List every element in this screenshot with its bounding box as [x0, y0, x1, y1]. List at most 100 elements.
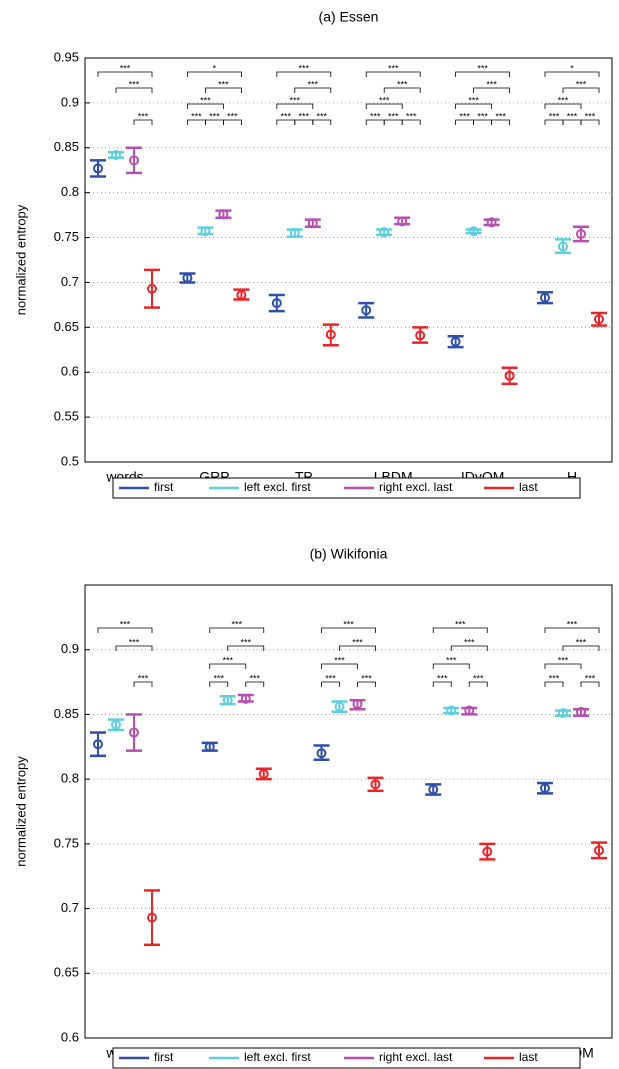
- significance-bracket: [245, 681, 265, 687]
- significance-label: ***: [406, 111, 417, 121]
- mean-marker: [379, 227, 390, 238]
- error-bar: [591, 841, 607, 860]
- significance-label: ***: [464, 637, 475, 647]
- significance-label: ***: [468, 95, 479, 105]
- mean-marker: [558, 241, 568, 252]
- mean-marker: [352, 699, 363, 710]
- significance-label: ***: [227, 111, 238, 121]
- significance-bracket: [357, 681, 376, 687]
- error-bar: [555, 709, 571, 717]
- y-tick-label: 0.75: [54, 835, 79, 850]
- significance-bracket: [544, 663, 582, 669]
- significance-bracket: [544, 103, 582, 109]
- mean-marker: [204, 741, 215, 752]
- mean-marker: [361, 305, 372, 316]
- significance-bracket: [223, 119, 242, 125]
- mean-marker: [540, 292, 550, 303]
- y-tick-label: 0.7: [61, 274, 79, 289]
- significance-bracket: [455, 71, 510, 77]
- y-tick-label: 0.55: [54, 409, 79, 424]
- significance-label: ***: [222, 655, 233, 665]
- significance-label: ***: [459, 111, 470, 121]
- mean-marker: [182, 272, 193, 283]
- significance-label: ***: [370, 111, 381, 121]
- mean-marker: [129, 155, 139, 166]
- significance-label: ***: [213, 673, 224, 683]
- error-bar: [144, 268, 160, 309]
- error-bar: [358, 301, 375, 319]
- significance-label: ***: [495, 111, 506, 121]
- significance-label: ***: [290, 95, 301, 105]
- y-tick-label: 0.9: [61, 94, 79, 109]
- error-bar: [394, 216, 411, 226]
- error-bar: [304, 218, 321, 229]
- y-axis-label: normalized entropy: [13, 756, 28, 867]
- significance-bracket: [133, 119, 153, 125]
- mean-marker: [93, 163, 103, 174]
- significance-bracket: [187, 71, 242, 77]
- significance-label: ***: [486, 79, 497, 89]
- significance-bracket: [450, 645, 488, 651]
- y-tick-label: 0.9: [61, 641, 79, 656]
- mean-marker: [316, 748, 327, 759]
- significance-bracket: [562, 645, 600, 651]
- mean-marker: [415, 330, 426, 341]
- x-tick-label: H: [567, 469, 577, 485]
- mean-marker: [370, 779, 381, 790]
- significance-bracket: [580, 119, 600, 125]
- mean-marker: [147, 283, 157, 294]
- error-bar: [144, 889, 160, 947]
- significance-bracket: [133, 681, 153, 687]
- significance-bracket: [432, 681, 452, 687]
- mean-marker: [111, 719, 121, 730]
- y-tick-label: 0.95: [54, 49, 79, 64]
- error-bar: [483, 218, 500, 227]
- significance-label: ***: [576, 79, 587, 89]
- y-tick-label: 0.75: [54, 229, 79, 244]
- legend-label: first: [154, 1050, 174, 1064]
- mean-marker: [446, 705, 457, 716]
- significance-bracket: [97, 71, 153, 77]
- significance-label: ***: [200, 95, 211, 105]
- significance-label: ***: [567, 619, 578, 629]
- error-bar: [268, 293, 285, 313]
- mean-marker: [289, 228, 300, 239]
- legend-label: left excl. first: [244, 480, 311, 494]
- significance-bracket: [321, 663, 358, 669]
- significance-bracket: [321, 681, 340, 687]
- error-bar: [126, 713, 142, 752]
- significance-bracket: [115, 87, 153, 93]
- significance-bracket: [365, 103, 403, 109]
- significance-label: ***: [191, 111, 202, 121]
- mean-marker: [576, 228, 586, 239]
- significance-label: ***: [138, 673, 149, 683]
- error-bar: [322, 323, 339, 347]
- significance-label: ***: [585, 673, 596, 683]
- error-bar: [443, 706, 460, 715]
- mean-marker: [200, 226, 211, 237]
- mean-marker: [468, 226, 479, 237]
- error-bar: [286, 228, 303, 238]
- error-bar: [461, 706, 478, 716]
- significance-label: ***: [343, 619, 354, 629]
- significance-bracket: [97, 627, 153, 633]
- mean-marker: [576, 706, 586, 717]
- significance-bracket: [276, 71, 332, 77]
- mean-marker: [111, 149, 121, 160]
- significance-label: ***: [446, 655, 457, 665]
- significance-bracket: [227, 645, 265, 651]
- mean-marker: [428, 784, 439, 795]
- y-tick-label: 0.8: [61, 184, 79, 199]
- chart-title: (a) Essen: [319, 9, 379, 25]
- significance-bracket: [383, 87, 421, 93]
- y-tick-label: 0.85: [54, 706, 79, 721]
- significance-bracket: [562, 87, 600, 93]
- significance-label: ***: [249, 673, 260, 683]
- significance-label: ***: [567, 111, 578, 121]
- mean-marker: [594, 314, 604, 325]
- significance-bracket: [473, 87, 510, 93]
- error-bar: [465, 228, 482, 235]
- error-bar: [573, 225, 589, 243]
- significance-bracket: [205, 87, 242, 93]
- error-bar: [479, 842, 496, 861]
